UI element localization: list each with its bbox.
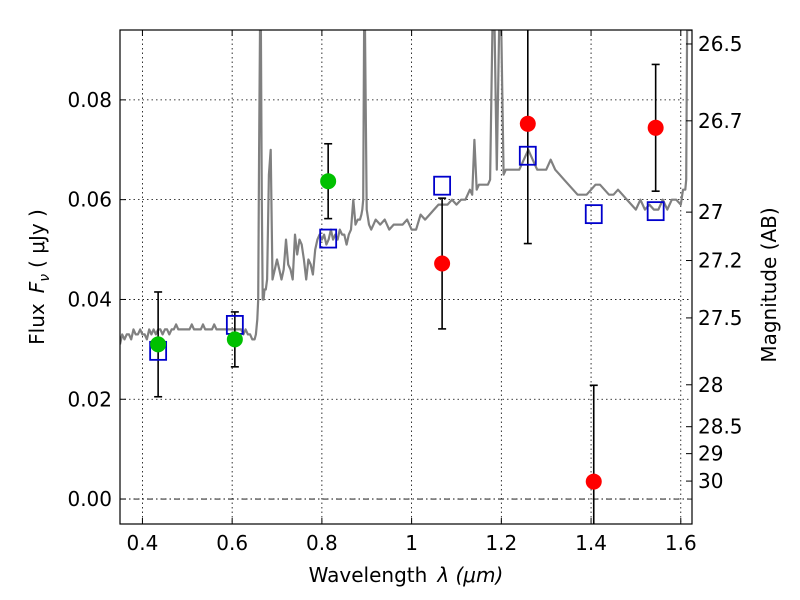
model-box-marker	[518, 145, 537, 166]
green-point-marker	[150, 336, 167, 353]
x-tick-label: 1	[405, 531, 418, 555]
y2-tick-label: 26.5	[698, 32, 743, 56]
y-ticks: 0.00 0.02 0.04 0.06 0.08	[67, 88, 126, 511]
x-tick-label: 0.6	[216, 531, 248, 555]
template-spectrum-layer	[120, 30, 692, 345]
x-axis-title: Wavelength λ (μm)	[309, 563, 504, 587]
x-tick-label: 1.4	[575, 531, 607, 555]
model-box-marker	[584, 204, 603, 225]
y2-tick-label: 30	[698, 469, 723, 493]
y2-tick-label: 28	[698, 373, 723, 397]
red-point-marker	[434, 255, 451, 272]
y-tick-label: 0.00	[67, 487, 112, 511]
red-point-marker	[647, 119, 664, 136]
y-tick-label: 0.08	[67, 88, 112, 112]
x-tick-label: 0.4	[127, 531, 159, 555]
y2-tick-label: 27	[698, 200, 723, 224]
model-box-marker	[646, 201, 665, 222]
measured-point-layer	[150, 115, 664, 490]
x-tick-label: 0.8	[306, 531, 338, 555]
x-tick-label: 1.6	[665, 531, 697, 555]
grid-layer	[120, 30, 692, 524]
y2-tick-label: 28.5	[698, 415, 743, 439]
template-spectrum-line	[120, 30, 692, 345]
y2-ticks: 26.5 26.7 27 27.2 27.5 28 28.5 29 30	[686, 32, 743, 493]
red-point-marker	[519, 115, 536, 132]
red-point-marker	[585, 473, 602, 490]
y-tick-label: 0.06	[67, 188, 112, 212]
errorbar-layer	[154, 30, 660, 524]
model-box-layer	[149, 145, 665, 361]
x-ticks: 0.4 0.6 0.8 1 1.2 1.4 1.6	[127, 30, 697, 555]
green-point-marker	[226, 331, 243, 348]
y2-axis-title: Magnitude (AB)	[757, 207, 781, 362]
model-box-marker	[433, 175, 452, 196]
y-axis-title: FluxFν( μJy )	[25, 209, 53, 345]
model-box-marker	[319, 228, 338, 249]
y2-tick-label: 27.5	[698, 306, 743, 330]
y-tick-label: 0.02	[67, 387, 112, 411]
y2-tick-label: 26.7	[698, 109, 743, 133]
y2-tick-label: 29	[698, 442, 723, 466]
x-tick-label: 1.2	[485, 531, 517, 555]
y-tick-label: 0.04	[67, 287, 112, 311]
y2-tick-label: 27.2	[698, 249, 743, 273]
plot-frame	[119, 29, 693, 525]
green-point-marker	[320, 173, 337, 190]
